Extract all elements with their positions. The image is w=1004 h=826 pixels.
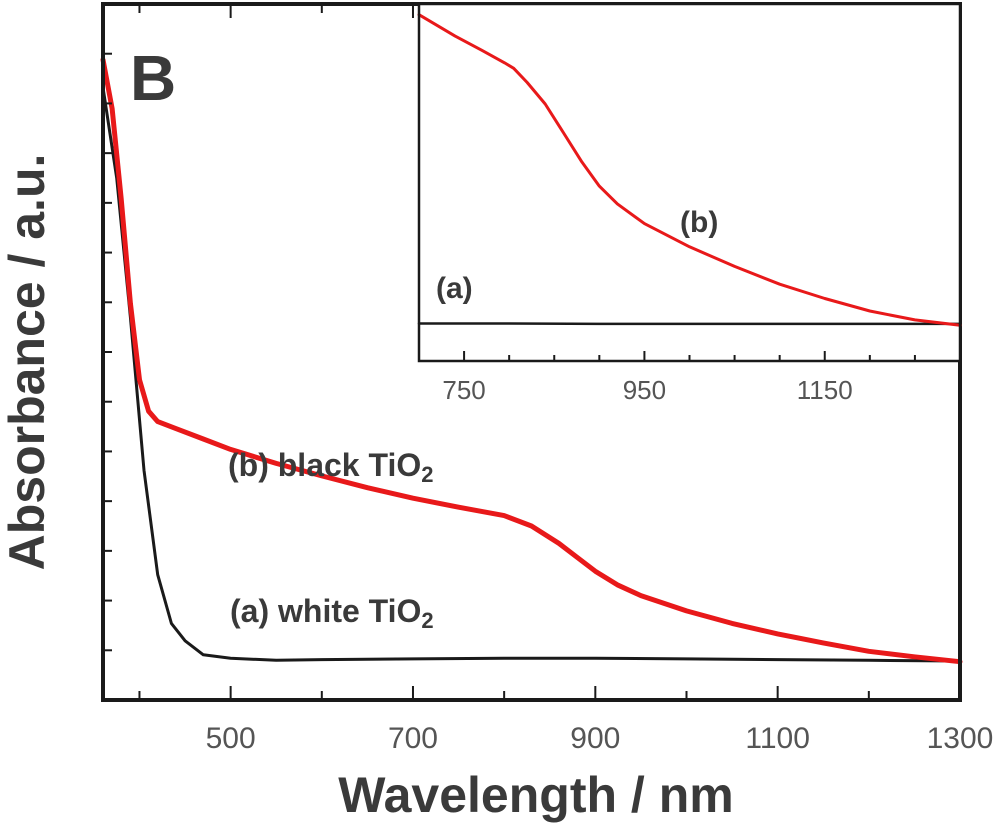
main-plot: 500 700 900 1100 1300: [100, 2, 994, 755]
chart-labels: B Absorbance / a.u. Wavelength / nm (b) …: [0, 42, 734, 823]
main-x-tick-label: 700: [388, 722, 438, 755]
inset-series-line-1: [417, 13, 962, 327]
inset-plot: 750 950 1150: [417, 2, 962, 405]
inset-series-label-b: (b): [680, 206, 718, 239]
main-x-tick-label: 500: [206, 722, 256, 755]
series-label-white: (a) white TiO2: [230, 593, 434, 633]
series-label-black-sub: 2: [421, 462, 433, 487]
series-label-white-text: (a) white TiO: [230, 593, 421, 629]
x-axis-title: Wavelength / nm: [338, 767, 733, 823]
main-series-line-1: [100, 57, 963, 665]
main-series-line-0: [101, 86, 962, 663]
series-label-black: (b) black TiO2: [228, 447, 433, 487]
main-x-tick-label: 1100: [745, 722, 810, 755]
series-label-black-text: (b) black TiO: [228, 447, 421, 483]
inset-x-tick-label: 1150: [797, 375, 853, 405]
series-label-white-sub: 2: [421, 608, 433, 633]
main-x-tick-label: 1300: [927, 722, 994, 755]
panel-label: B: [130, 42, 176, 114]
y-axis-title: Absorbance / a.u.: [0, 154, 55, 571]
inset-x-tick-label: 750: [442, 375, 485, 405]
main-x-tick-label: 900: [570, 722, 620, 755]
inset-x-tick-label: 950: [623, 375, 666, 405]
inset-series-label-a: (a): [436, 272, 473, 305]
inset-background: [419, 4, 960, 361]
